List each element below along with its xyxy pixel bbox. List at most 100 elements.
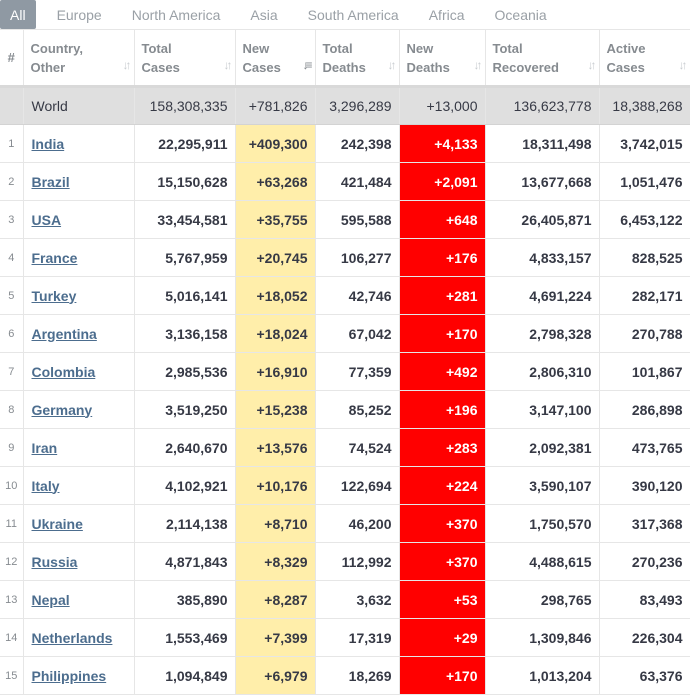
header-total-deaths-line1: Total xyxy=(322,40,353,56)
new-deaths-cell: +29 xyxy=(399,618,486,657)
header-country-line1: Country, xyxy=(30,40,83,56)
total-cases-cell: 385,890 xyxy=(134,580,236,619)
country-link[interactable]: Germany xyxy=(31,401,93,418)
row-num: 12 xyxy=(0,542,24,581)
total-deaths-cell: 18,269 xyxy=(315,656,400,695)
new-deaths-cell: +492 xyxy=(399,352,486,391)
new-cases-cell: +8,287 xyxy=(235,580,316,619)
country-link[interactable]: USA xyxy=(31,211,62,228)
world-total-recovered: 136,623,778 xyxy=(485,86,600,125)
header-country-line2: Other xyxy=(30,59,66,75)
country-link[interactable]: Ukraine xyxy=(31,515,83,532)
country-link[interactable]: Argentina xyxy=(31,325,97,342)
new-cases-cell: +15,238 xyxy=(235,390,316,429)
total-deaths-cell: 42,746 xyxy=(315,276,400,315)
world-num xyxy=(0,86,24,125)
sort-icon[interactable]: ↓↑ xyxy=(223,58,233,72)
header-num[interactable]: # xyxy=(0,30,24,88)
sort-icon[interactable]: ↓↑ xyxy=(387,58,397,72)
new-deaths-cell: +648 xyxy=(399,200,486,239)
country-link[interactable]: Philippines xyxy=(31,667,107,684)
header-total-recovered-line1: Total xyxy=(492,40,523,56)
table-row: 13 Nepal 385,890 +8,287 3,632 +53 298,765 83,49… xyxy=(0,580,690,619)
country-link[interactable]: Iran xyxy=(31,439,58,456)
header-active-cases-line2: Cases xyxy=(606,59,645,75)
row-num: 2 xyxy=(0,162,24,201)
total-deaths-cell: 17,319 xyxy=(315,618,400,657)
country-link[interactable]: Russia xyxy=(31,553,78,570)
header-total-deaths[interactable]: Total Deaths ↓↑ xyxy=(315,30,400,88)
header-total-recovered[interactable]: Total Recovered ↓↑ xyxy=(485,30,600,88)
total-deaths-cell: 112,992 xyxy=(315,542,400,581)
world-total-cases: 158,308,335 xyxy=(134,86,236,125)
tab-north-america[interactable]: North America xyxy=(131,6,221,23)
row-num: 11 xyxy=(0,504,24,543)
country-cell: Ukraine xyxy=(23,504,135,543)
country-link[interactable]: Brazil xyxy=(31,173,70,190)
header-new-deaths[interactable]: New Deaths ↓↑ xyxy=(399,30,486,88)
sort-icon[interactable]: ↓↑ xyxy=(678,58,688,72)
header-total-recovered-line2: Recovered xyxy=(492,59,559,75)
row-num: 5 xyxy=(0,276,24,315)
total-cases-cell: 5,767,959 xyxy=(134,238,236,277)
covid-table: # Country, Other ↓↑ Total Cases ↓↑ New C… xyxy=(0,30,690,695)
country-link[interactable]: Nepal xyxy=(31,591,70,608)
new-deaths-cell: +170 xyxy=(399,314,486,353)
new-deaths-cell: +281 xyxy=(399,276,486,315)
world-new-cases: +781,826 xyxy=(235,86,316,125)
country-link[interactable]: Italy xyxy=(31,477,60,494)
country-cell: Argentina xyxy=(23,314,135,353)
tab-oceania[interactable]: Oceania xyxy=(494,6,547,23)
country-link[interactable]: Netherlands xyxy=(31,629,113,646)
country-cell: Netherlands xyxy=(23,618,135,657)
active-cases-cell: 473,765 xyxy=(599,428,690,467)
tab-asia[interactable]: Asia xyxy=(250,6,278,23)
new-deaths-cell: +53 xyxy=(399,580,486,619)
country-cell: USA xyxy=(23,200,135,239)
total-recovered-cell: 2,092,381 xyxy=(485,428,600,467)
header-new-deaths-line1: New xyxy=(406,40,434,56)
total-deaths-cell: 74,524 xyxy=(315,428,400,467)
header-active-cases[interactable]: Active Cases ↓↑ xyxy=(599,30,690,88)
row-num: 1 xyxy=(0,124,24,163)
new-cases-cell: +20,745 xyxy=(235,238,316,277)
country-link[interactable]: France xyxy=(31,249,78,266)
active-cases-cell: 828,525 xyxy=(599,238,690,277)
tab-africa[interactable]: Africa xyxy=(428,6,465,23)
total-cases-cell: 2,114,138 xyxy=(134,504,236,543)
sort-icon[interactable]: ↓↑ xyxy=(122,58,132,72)
total-deaths-cell: 421,484 xyxy=(315,162,400,201)
new-cases-cell: +18,024 xyxy=(235,314,316,353)
country-link[interactable]: Turkey xyxy=(31,287,77,304)
total-cases-cell: 15,150,628 xyxy=(134,162,236,201)
country-cell: Philippines xyxy=(23,656,135,695)
sort-icon[interactable]: ↓↑ xyxy=(587,58,597,72)
new-cases-cell: +35,755 xyxy=(235,200,316,239)
row-num: 14 xyxy=(0,618,24,657)
tab-all[interactable]: All xyxy=(0,0,36,29)
total-recovered-cell: 2,806,310 xyxy=(485,352,600,391)
total-cases-cell: 5,016,141 xyxy=(134,276,236,315)
header-new-cases[interactable]: New Cases ↓≡ xyxy=(235,30,316,88)
row-num: 15 xyxy=(0,656,24,695)
country-link[interactable]: India xyxy=(31,135,65,152)
active-cases-cell: 1,051,476 xyxy=(599,162,690,201)
row-num: 13 xyxy=(0,580,24,619)
tab-europe[interactable]: Europe xyxy=(56,6,102,23)
country-cell: India xyxy=(23,124,135,163)
total-deaths-cell: 3,632 xyxy=(315,580,400,619)
sort-desc-icon[interactable]: ↓≡ xyxy=(302,58,312,72)
active-cases-cell: 83,493 xyxy=(599,580,690,619)
tab-south-america[interactable]: South America xyxy=(307,6,399,23)
header-country[interactable]: Country, Other ↓↑ xyxy=(23,30,135,88)
sort-icon[interactable]: ↓↑ xyxy=(473,58,483,72)
header-new-cases-line1: New xyxy=(242,40,270,56)
country-link[interactable]: Colombia xyxy=(31,363,96,380)
table-row: 2 Brazil 15,150,628 +63,268 421,484 +2,091 13,… xyxy=(0,162,690,201)
total-recovered-cell: 4,833,157 xyxy=(485,238,600,277)
new-cases-cell: +63,268 xyxy=(235,162,316,201)
header-total-cases[interactable]: Total Cases ↓↑ xyxy=(134,30,236,88)
total-deaths-cell: 242,398 xyxy=(315,124,400,163)
total-cases-cell: 22,295,911 xyxy=(134,124,236,163)
total-recovered-cell: 3,147,100 xyxy=(485,390,600,429)
